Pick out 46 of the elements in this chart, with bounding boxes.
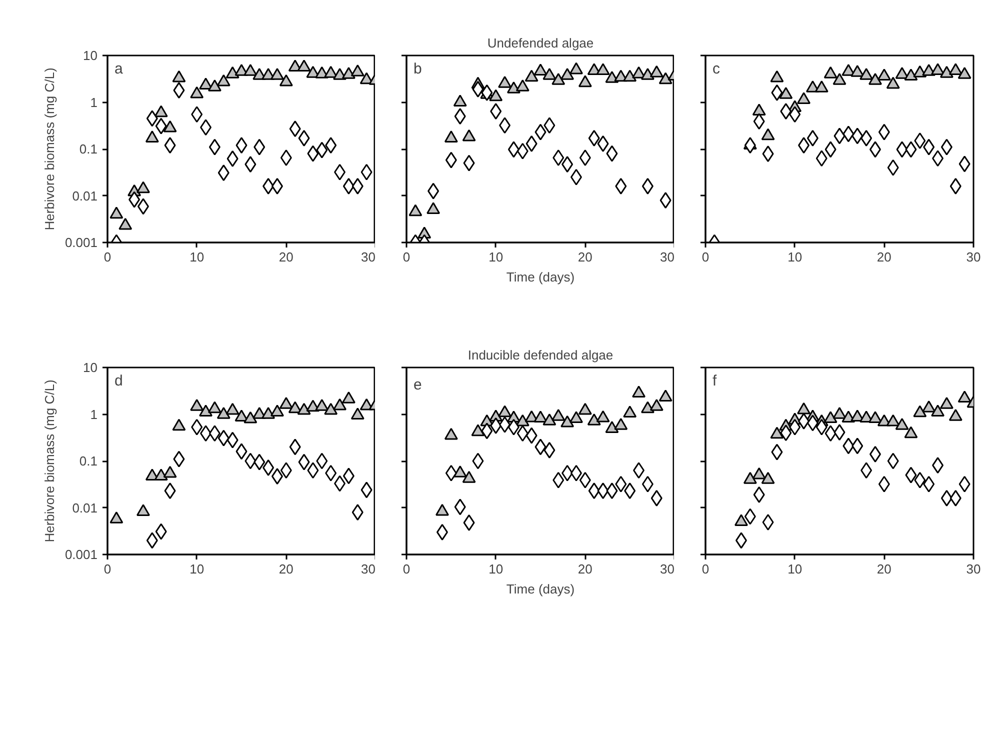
annotation: d <box>114 372 123 390</box>
x-tick-label: 30 <box>361 250 376 264</box>
x-tick-label: 0 <box>402 250 410 264</box>
x-tick-label: 20 <box>876 562 892 576</box>
x-axis-title: Time (days) <box>506 582 575 596</box>
annotation: f <box>712 372 718 390</box>
chart-title: Inducible defended algae <box>468 348 614 362</box>
x-tick-label: 0 <box>104 562 112 576</box>
x-tick-label: 10 <box>788 250 802 264</box>
x-axis-title: Time (days) <box>506 270 575 284</box>
y-tick-label: 0.1 <box>79 454 98 468</box>
x-tick-label: 20 <box>578 250 592 264</box>
y-tick-label: 0.001 <box>64 547 98 562</box>
x-tick-label: 30 <box>660 562 675 576</box>
y-tick-label: 0.01 <box>72 500 98 516</box>
x-tick-label: 20 <box>876 250 892 264</box>
x-tick-label: 20 <box>278 562 294 576</box>
y-axis-title: Herbivore biomass (mg C/L) <box>42 68 57 230</box>
x-tick-label: 10 <box>488 562 504 576</box>
y-tick-label: 1 <box>90 406 98 422</box>
x-tick-label: 30 <box>361 562 376 576</box>
x-tick-label: 10 <box>190 562 204 576</box>
x-tick-label: 10 <box>190 250 204 264</box>
y-tick-label: 0.01 <box>72 188 98 204</box>
x-tick-label: 10 <box>788 562 802 576</box>
y-tick-label: 10 <box>83 360 98 375</box>
annotation: c <box>712 60 720 78</box>
x-tick-label: 0 <box>702 562 710 576</box>
x-tick-label: 10 <box>488 250 504 264</box>
y-tick-label: 10 <box>83 48 98 63</box>
x-tick-label: 0 <box>702 250 710 264</box>
x-tick-label: 30 <box>966 562 981 576</box>
y-tick-label: 0.001 <box>64 235 98 250</box>
y-tick-label: 0.1 <box>79 142 98 156</box>
annotation: b <box>414 60 422 78</box>
x-tick-label: 0 <box>402 562 410 576</box>
x-tick-label: 20 <box>578 562 592 576</box>
x-tick-label: 30 <box>660 250 675 264</box>
y-tick-label: 1 <box>90 94 98 110</box>
annotation: e <box>414 376 422 394</box>
chart-title: Undefended algae <box>487 36 594 50</box>
x-tick-label: 0 <box>104 250 112 264</box>
x-tick-label: 30 <box>966 250 981 264</box>
x-tick-label: 20 <box>278 250 294 264</box>
y-axis-title: Herbivore biomass (mg C/L) <box>42 380 57 542</box>
annotation: a <box>114 60 124 78</box>
